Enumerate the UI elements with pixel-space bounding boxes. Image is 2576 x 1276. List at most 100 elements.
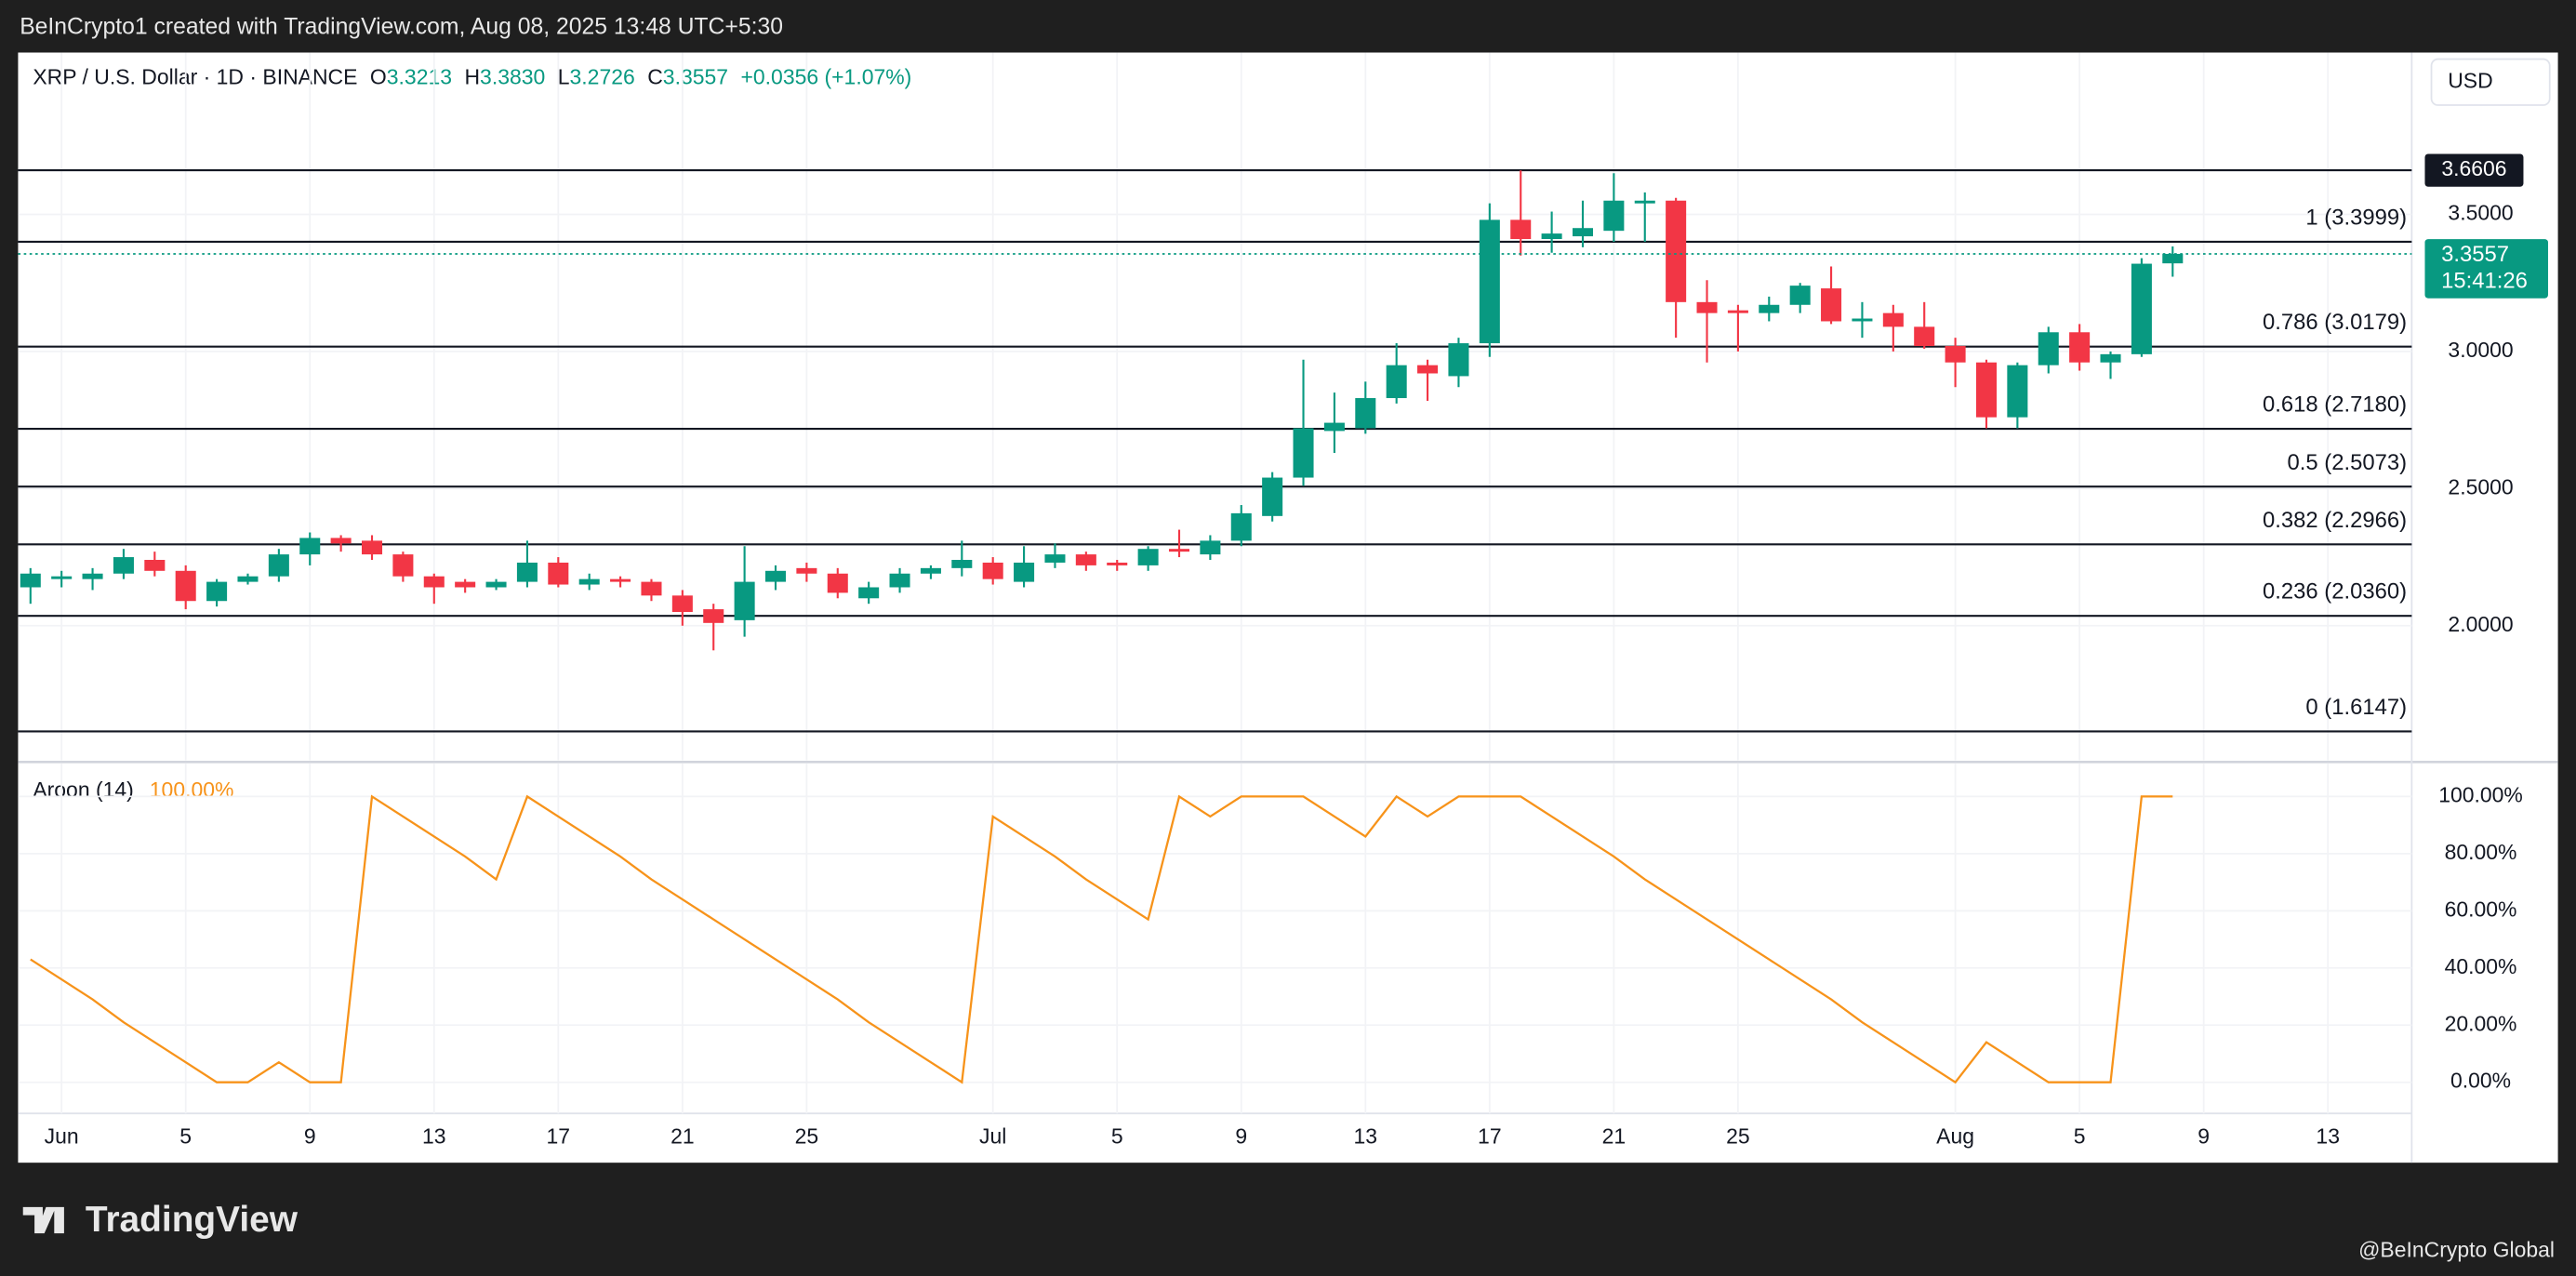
y-tick-label: 3.0000 — [2448, 338, 2513, 362]
brand: TradingView — [86, 1200, 299, 1240]
candle-body — [2038, 332, 2059, 366]
candle-body — [1852, 318, 1873, 322]
candle-body — [1882, 312, 1904, 327]
candle-body — [827, 573, 848, 593]
y-tick-label: 60.00% — [2445, 897, 2517, 921]
y-tick-label: 20.00% — [2445, 1011, 2517, 1035]
candle-body — [1666, 200, 1687, 302]
candle-body — [764, 570, 787, 582]
candle-body — [1230, 512, 1252, 541]
candle-body — [982, 562, 1003, 579]
candle-body — [1075, 554, 1096, 565]
x-tick-label: 9 — [1235, 1124, 1247, 1149]
legend-value: 3.2726 — [570, 65, 635, 89]
candle-body — [1759, 304, 1780, 313]
x-tick-label: 25 — [1726, 1124, 1750, 1149]
legend-symbol: XRP / U.S. Dollar · 1D · BINANCE — [33, 65, 357, 89]
candle-body — [671, 595, 693, 613]
y-tick-label: 100.00% — [2438, 782, 2523, 806]
aroon-name: Aroon (14) — [33, 778, 133, 802]
candle-body — [1821, 288, 1842, 322]
candle-body — [330, 538, 352, 544]
candle-body — [951, 560, 973, 568]
aroon-line — [30, 794, 2173, 1084]
fib-label: 1 (3.3999) — [2305, 206, 2407, 231]
fib-label: 0 (1.6147) — [2305, 695, 2407, 720]
candle-body — [268, 554, 289, 577]
x-tick-label: Aug — [1936, 1124, 1974, 1149]
x-tick-label: 13 — [422, 1124, 446, 1149]
candle-body — [2131, 263, 2152, 354]
candle-body — [20, 573, 41, 588]
candle-body — [1479, 219, 1500, 344]
aroon-legend: Aroon (14) 100.00% — [33, 778, 233, 802]
candle-body — [1541, 233, 1562, 240]
candle-body — [175, 570, 196, 602]
countdown: 15:41:26 — [2441, 268, 2528, 293]
y-tick-label: 2.0000 — [2448, 612, 2513, 636]
legend-change: +0.0356 (+1.07%) — [741, 65, 912, 89]
candle-body — [2069, 332, 2091, 363]
candle-body — [1572, 228, 1594, 237]
x-tick-label: 9 — [304, 1124, 316, 1149]
candle-body — [858, 587, 880, 599]
candle-body — [1945, 346, 1966, 363]
candle-body — [1448, 343, 1469, 377]
candle-body — [144, 560, 166, 571]
candle-body — [113, 557, 134, 574]
fib-label: 0.618 (2.7180) — [2263, 392, 2407, 418]
y-tick-label: 0.00% — [2450, 1069, 2511, 1093]
y-tick-label: 40.00% — [2445, 954, 2517, 978]
candle-body — [206, 581, 228, 602]
candle-body — [1914, 326, 1935, 347]
candle-body — [392, 554, 414, 577]
candle-body — [1510, 219, 1532, 240]
pane-grid — [18, 764, 2412, 1114]
y-tick-label: 2.5000 — [2448, 474, 2513, 498]
candle-body — [1044, 554, 1066, 563]
candle-body — [455, 581, 476, 588]
legend: XRP / U.S. Dollar · 1D · BINANCE O3.3213… — [33, 65, 911, 89]
candle-body — [485, 581, 507, 588]
candle-body — [578, 578, 600, 585]
legend-value: 3.3213 — [387, 65, 452, 89]
x-tick-label: 21 — [671, 1124, 695, 1149]
x-tick-label: 21 — [1602, 1124, 1627, 1149]
candle-body — [1417, 365, 1439, 374]
legend-value: 3.3830 — [480, 65, 545, 89]
candle-body — [423, 576, 445, 588]
candle-body — [299, 538, 321, 555]
candle-body — [1789, 286, 1811, 305]
candle-body — [361, 540, 383, 555]
price-tag-label: 3.6606 — [2441, 156, 2506, 180]
candle-body — [1386, 365, 1407, 399]
legend-key: L — [558, 65, 570, 89]
x-tick-label: 5 — [1111, 1124, 1123, 1149]
footer: @BeInCrypto Global — [2358, 1238, 2555, 1262]
brand-icon — [22, 1206, 64, 1234]
candle-body — [889, 573, 910, 588]
legend-value: 3.3557 — [663, 65, 728, 89]
x-tick-label: 5 — [2074, 1124, 2086, 1149]
candle-body — [1323, 422, 1345, 432]
candle-body — [2100, 353, 2121, 363]
x-tick-label: 9 — [2198, 1124, 2210, 1149]
x-tick-label: 25 — [795, 1124, 819, 1149]
candle-body — [1355, 398, 1376, 429]
x-tick-label: 17 — [1478, 1124, 1502, 1149]
y-tick-label: 80.00% — [2445, 840, 2517, 864]
candle-body — [548, 562, 569, 585]
candle-body — [1696, 301, 1718, 313]
last-price-tag — [2424, 239, 2548, 299]
candle-body — [1634, 200, 1655, 204]
x-tick-label: Jul — [979, 1124, 1006, 1149]
candle-body — [1200, 540, 1221, 555]
candle-body — [516, 562, 538, 582]
candle-body — [2162, 254, 2184, 264]
currency-box[interactable] — [2430, 58, 2551, 106]
price-tag — [2424, 153, 2524, 187]
currency[interactable]: USD — [2448, 68, 2492, 92]
legend-key: O — [370, 65, 387, 89]
candle-body — [1168, 549, 1190, 552]
